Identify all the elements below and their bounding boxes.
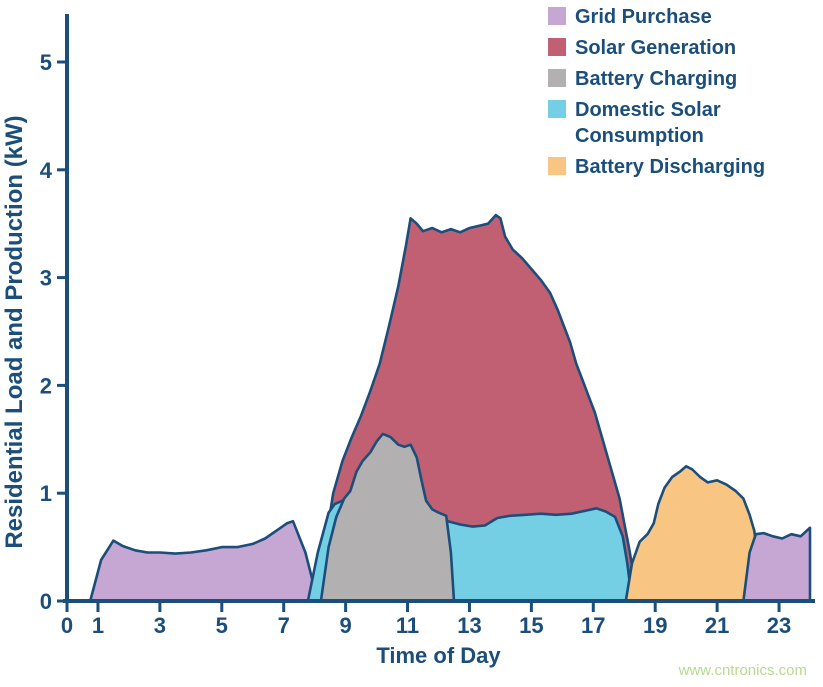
y-tick-label: 3	[40, 266, 52, 291]
y-tick-label: 2	[40, 373, 52, 398]
legend-swatch-icon	[548, 100, 566, 118]
legend-label: Solar Generation	[575, 37, 737, 59]
x-tick-label: 23	[767, 613, 791, 638]
y-tick-label: 0	[40, 589, 52, 614]
y-axis-label: Residential Load and Production (kW)	[1, 115, 28, 548]
legend-item: Domestic Solar Consumption	[548, 97, 775, 149]
legend-swatch-icon	[548, 69, 566, 87]
legend-item: Battery Charging	[548, 66, 775, 92]
legend-label: Grid Purchase	[575, 6, 712, 28]
area-grid-purchase-evening	[742, 526, 812, 603]
legend-item: Battery Discharging	[548, 154, 775, 180]
y-tick-label: 4	[40, 158, 53, 183]
legend-item: Solar Generation	[548, 35, 775, 61]
x-tick-label: 1	[92, 613, 104, 638]
legend-swatch-icon	[548, 38, 566, 56]
x-tick-label: 5	[216, 613, 228, 638]
area-grid-purchase-morning	[88, 519, 320, 603]
legend-swatch-icon	[548, 157, 566, 175]
y-tick-label: 1	[40, 481, 52, 506]
x-tick-label: 15	[519, 613, 543, 638]
legend-item: Grid Purchase	[548, 4, 775, 30]
legend-label: Domestic Solar Consumption	[575, 99, 721, 147]
watermark: www.cntronics.com	[678, 662, 807, 679]
legend-label: Battery Discharging	[575, 156, 766, 178]
area-battery-discharging	[624, 465, 764, 603]
x-tick-label: 7	[278, 613, 290, 638]
y-tick-label: 5	[40, 50, 52, 75]
x-tick-label: 13	[457, 613, 481, 638]
x-tick-label: 11	[396, 613, 419, 638]
x-tick-label: 17	[581, 613, 605, 638]
x-tick-label: 9	[340, 613, 352, 638]
x-tick-label: 19	[643, 613, 667, 638]
chart-legend: Grid Purchase Solar Generation Battery Cha…	[548, 4, 775, 180]
x-axis-label: Time of Day	[376, 643, 501, 668]
x-tick-label: 21	[705, 613, 729, 638]
area-battery-charging	[319, 432, 456, 603]
legend-swatch-icon	[548, 7, 566, 25]
legend-label: Battery Charging	[575, 68, 738, 90]
x-tick-label: 0	[61, 613, 73, 638]
x-tick-label: 3	[154, 613, 166, 638]
